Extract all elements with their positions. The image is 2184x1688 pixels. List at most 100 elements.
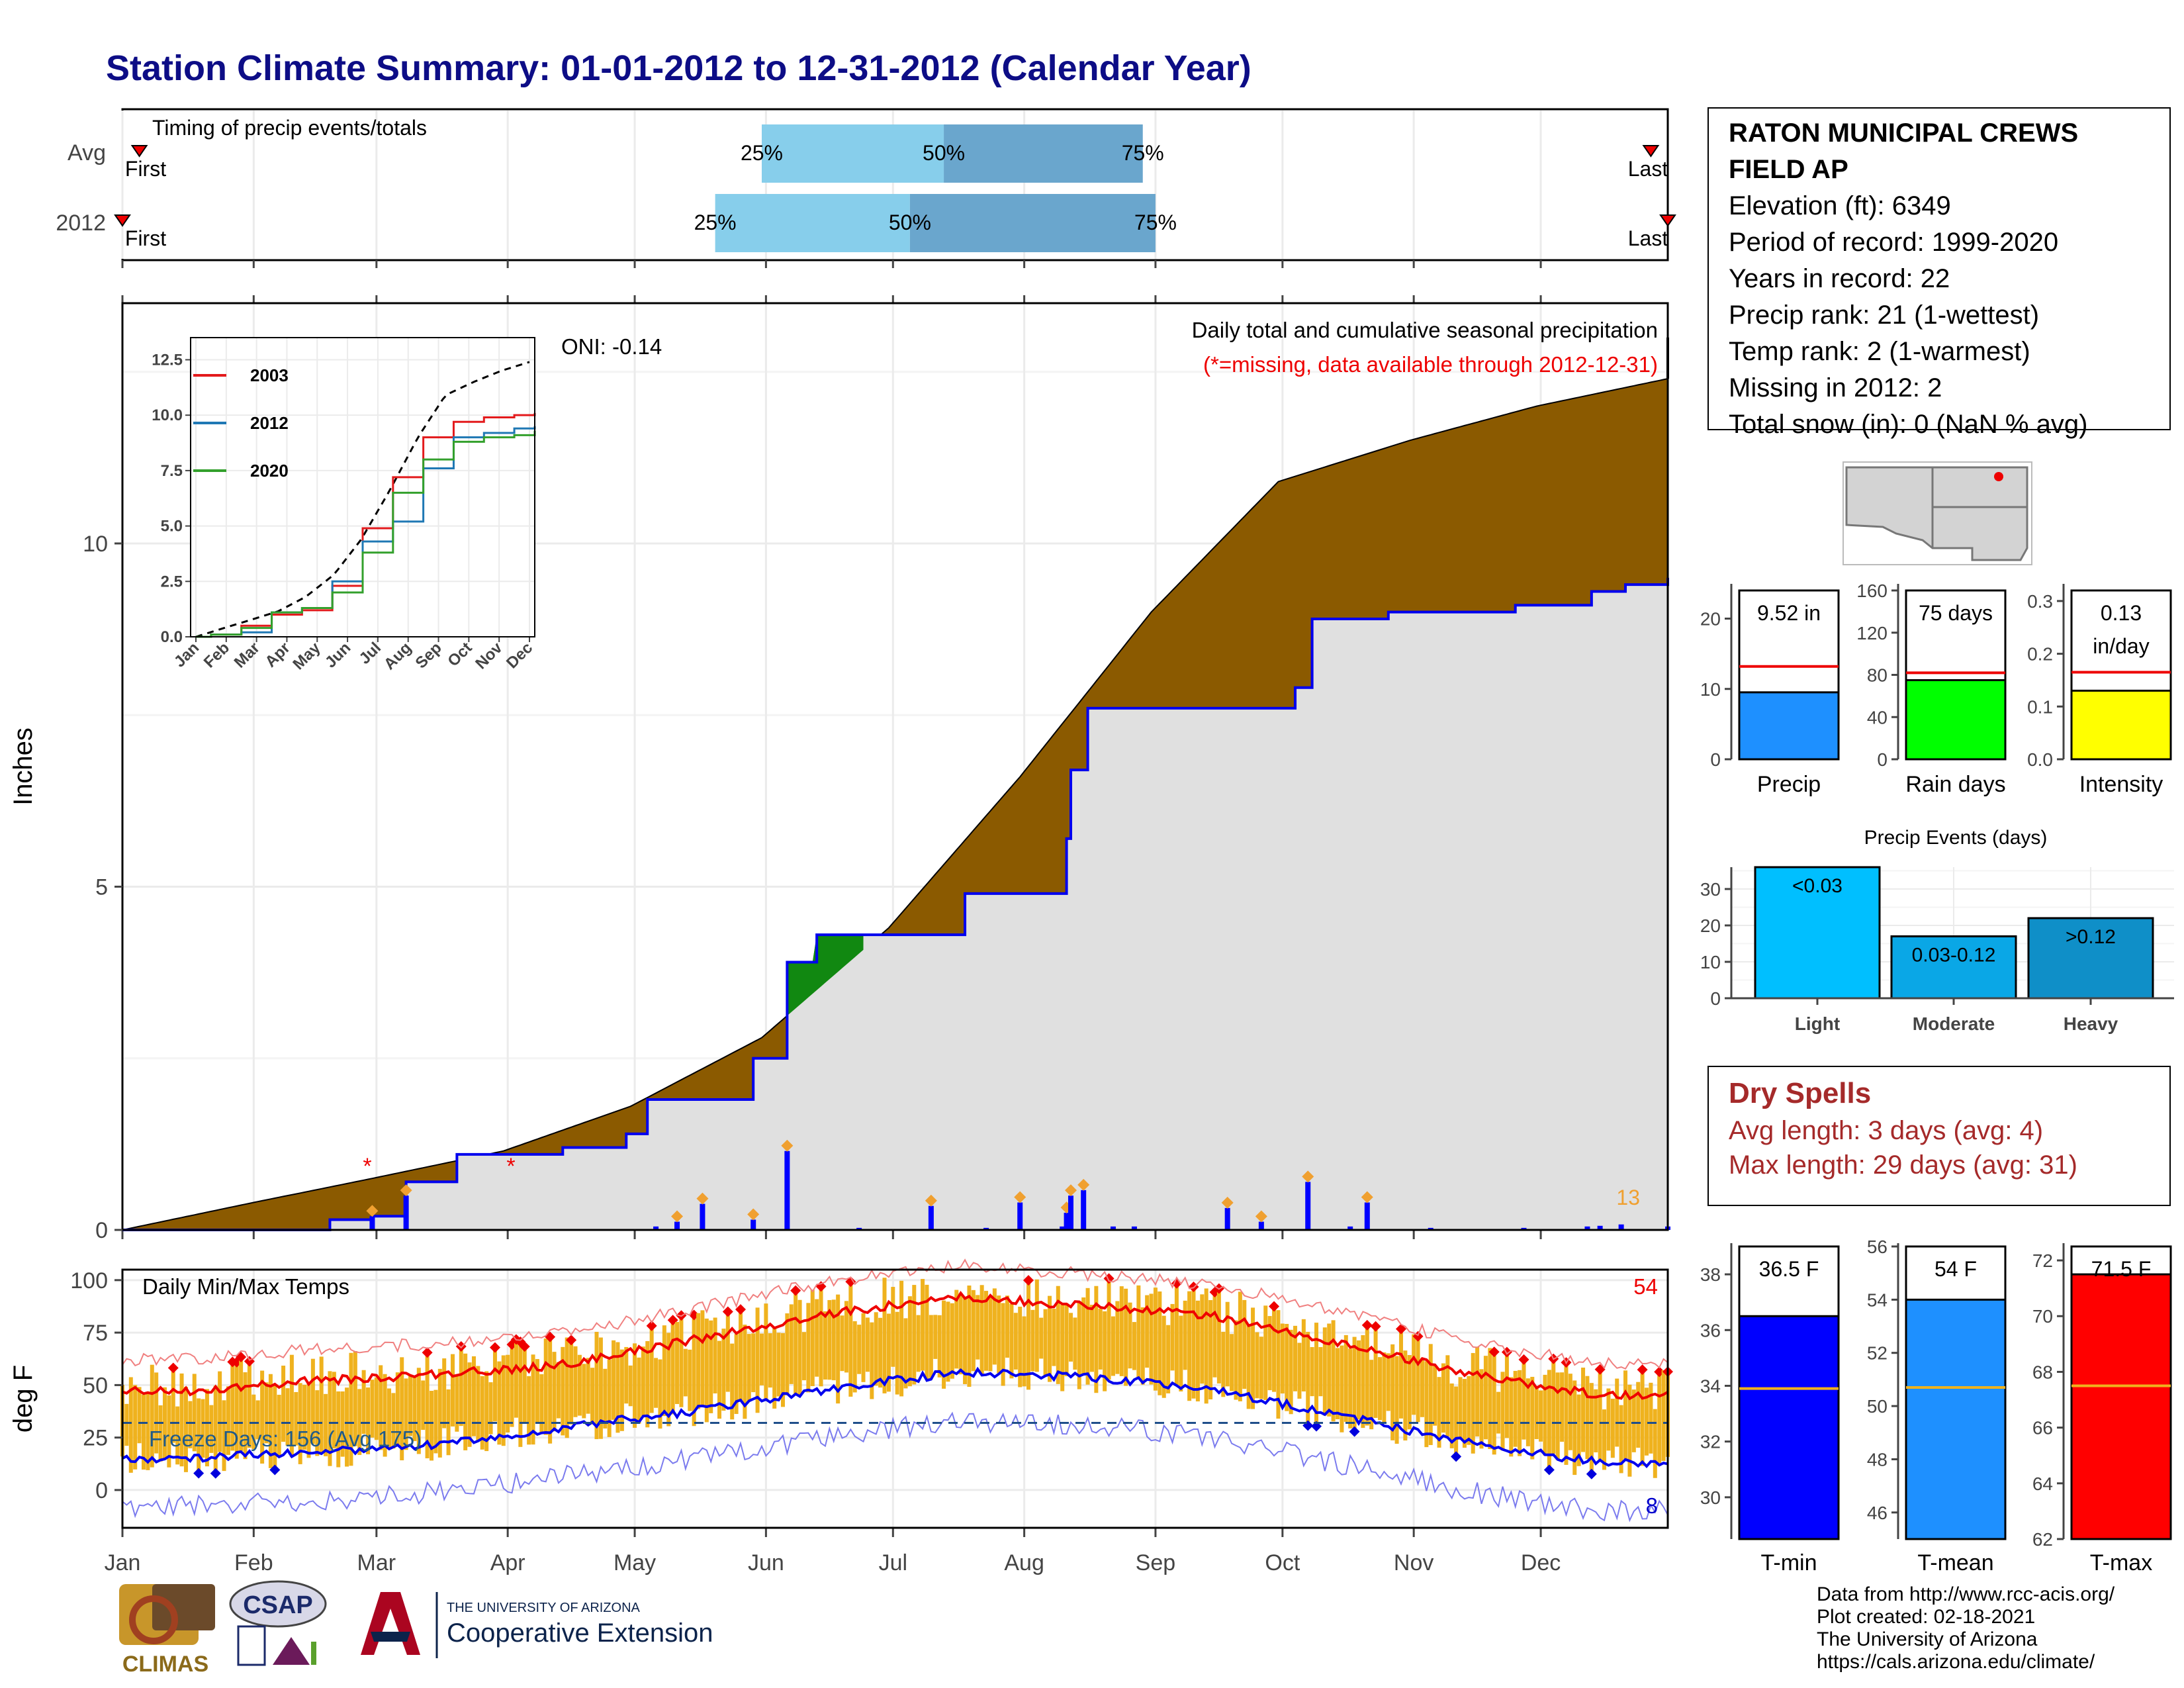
- daily-temp-bar: [912, 1285, 917, 1385]
- daily-temp-bar: [1504, 1352, 1509, 1438]
- daily-temp-bar: [1598, 1369, 1602, 1460]
- daily-temp-bar: [713, 1317, 717, 1393]
- inset-y-tick-label: 10.0: [152, 406, 183, 424]
- daily-temp-bar: [679, 1315, 684, 1407]
- extreme-precip-marker: [1302, 1170, 1314, 1183]
- daily-temp-bar: [1479, 1369, 1484, 1449]
- extreme-precip-marker: [1221, 1196, 1234, 1209]
- daily-temp-bar: [1242, 1299, 1247, 1389]
- daily-temp-bar: [510, 1344, 514, 1427]
- daily-temp-bar: [310, 1358, 315, 1444]
- daily-temp-bar: [1052, 1308, 1056, 1366]
- daily-precip-bar: [1521, 1227, 1527, 1230]
- daily-temp-bar: [1098, 1309, 1103, 1370]
- daily-temp-bar: [1048, 1295, 1052, 1382]
- logo-row: CLIMAS CSAP THE UNIVERSITY OF ARIZONA Co…: [106, 1579, 768, 1678]
- daily-temp-bar: [772, 1327, 777, 1409]
- ua-logo-line1: THE UNIVERSITY OF ARIZONA: [447, 1601, 641, 1615]
- daily-temp-bar: [603, 1368, 608, 1429]
- daily-temp-bar: [273, 1384, 277, 1470]
- daily-temp-bar: [1107, 1278, 1111, 1380]
- daily-temp-bar: [759, 1333, 764, 1385]
- daily-temp-bar: [1183, 1300, 1187, 1370]
- daily-temp-bar: [1623, 1370, 1628, 1459]
- summary-category-label: Intensity: [2079, 772, 2163, 797]
- extreme-precip-marker: [925, 1194, 937, 1207]
- daily-precip-bar: [1017, 1202, 1023, 1230]
- daily-temp-bar: [696, 1313, 701, 1409]
- daily-temp-bar: [1373, 1326, 1378, 1418]
- daily-temp-bar: [383, 1374, 387, 1457]
- daily-temp-bar: [1208, 1300, 1213, 1400]
- temp-value-label: 54 F: [1934, 1257, 1977, 1281]
- temp-panel-label: Daily Min/Max Temps: [142, 1274, 349, 1299]
- daily-temp-bar: [1610, 1398, 1615, 1458]
- y-tick-label: 0: [95, 1478, 108, 1503]
- daily-temp-bar: [976, 1295, 980, 1360]
- daily-temp-bar: [1534, 1385, 1539, 1440]
- daily-temp-bar: [870, 1322, 874, 1399]
- daily-temp-bar: [1230, 1334, 1234, 1391]
- daily-precip-bar: [1224, 1207, 1230, 1230]
- daily-temp-bar: [992, 1288, 997, 1365]
- y-tick-label: 0.3: [2027, 591, 2053, 612]
- record-low-marker: [1543, 1464, 1555, 1476]
- daily-temp-bar: [717, 1340, 722, 1419]
- daily-temp-bar: [1195, 1300, 1200, 1402]
- record-low-marker: [1451, 1451, 1462, 1462]
- y-tick-label: 32: [1700, 1432, 1721, 1452]
- daily-precip-bar: [1597, 1225, 1603, 1230]
- daily-temp-bar: [1365, 1325, 1369, 1426]
- daily-temp-bar: [133, 1385, 138, 1470]
- daily-temp-bar: [1492, 1352, 1496, 1455]
- daily-temp-bar: [899, 1280, 904, 1397]
- daily-temp-bar: [226, 1386, 230, 1455]
- first-event-label: First: [125, 226, 166, 250]
- y-tick-label: 70: [2032, 1306, 2053, 1327]
- y-tick-label: 68: [2032, 1362, 2053, 1382]
- daily-temp-bar: [670, 1320, 675, 1415]
- daily-temp-bar: [416, 1368, 421, 1454]
- month-label: Dec: [1521, 1550, 1561, 1575]
- y-tick-label: 50: [1867, 1396, 1888, 1417]
- daily-temp-bar: [1119, 1286, 1124, 1376]
- daily-temp-bar: [543, 1338, 548, 1435]
- ua-logo-line2: Cooperative Extension: [447, 1618, 713, 1648]
- daily-temp-bar: [484, 1371, 489, 1452]
- daily-temp-bar: [1513, 1370, 1518, 1447]
- daily-temp-bar: [471, 1356, 476, 1436]
- daily-temp-bar: [137, 1387, 142, 1444]
- daily-temp-bar: [582, 1364, 586, 1419]
- daily-temp-bar: [1343, 1335, 1348, 1422]
- summary-value-label: 9.52 in: [1757, 601, 1821, 625]
- temp-summary-chart-0: 30 32 34 36 38 36.5 F T-min: [1700, 1243, 1840, 1575]
- daily-temp-bar: [1026, 1280, 1031, 1390]
- temp-value-bar: [2070, 1273, 2172, 1540]
- daily-temp-bar: [1140, 1307, 1145, 1385]
- daily-temp-bar: [183, 1387, 188, 1472]
- daily-temp-bar: [649, 1325, 654, 1413]
- precip-missing-note: (*=missing, data available through 2012-…: [1203, 352, 1658, 377]
- daily-temp-bar: [1221, 1331, 1226, 1397]
- timing-bar-50-75: [909, 194, 1156, 252]
- summary-bar-chart-0: 0 10 20 9.52 in Precip: [1700, 584, 1840, 797]
- daily-temp-bar: [1640, 1370, 1645, 1466]
- daily-temp-bar: [577, 1354, 582, 1416]
- daily-temp-bar: [1336, 1348, 1340, 1420]
- daily-temp-bar: [268, 1374, 273, 1468]
- daily-temp-bar: [1424, 1361, 1429, 1448]
- daily-temp-bar: [963, 1297, 968, 1384]
- temp-category-label: T-max: [2090, 1550, 2152, 1575]
- daily-temp-bar: [455, 1376, 459, 1432]
- temp-summary-chart-1: 46 48 50 52 54 56 54 F T-mean: [1867, 1237, 2007, 1575]
- daily-temp-bar: [654, 1358, 659, 1408]
- temp-category-label: T-mean: [1917, 1550, 1993, 1575]
- extreme-precip-marker: [400, 1184, 412, 1197]
- daily-temp-bar: [442, 1358, 447, 1429]
- inset-series-2020: [196, 430, 536, 638]
- page-title: Station Climate Summary: 01-01-2012 to 1…: [106, 48, 1251, 88]
- daily-temp-bar: [239, 1356, 244, 1452]
- csap-logo: CSAP: [229, 1580, 327, 1666]
- daily-temp-bar: [1454, 1386, 1459, 1457]
